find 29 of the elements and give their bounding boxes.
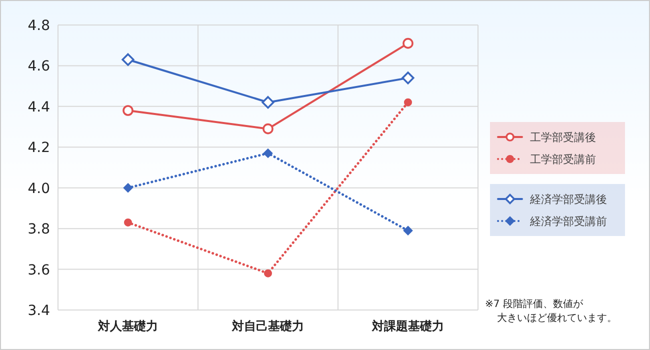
- point: [122, 53, 134, 66]
- point: [262, 96, 274, 109]
- point: [122, 105, 134, 116]
- x-tick-label: 対自己基礎力: [231, 319, 304, 333]
- y-tick-label: 3.8: [28, 222, 50, 238]
- x-tick-label: 対課題基礎力: [371, 319, 444, 333]
- y-tick-label: 4.8: [28, 18, 50, 34]
- point: [123, 183, 133, 193]
- point: [404, 98, 412, 106]
- point: [124, 218, 132, 226]
- y-tick-label: 4.6: [28, 58, 50, 75]
- point: [263, 148, 273, 158]
- y-tick-label: 4.2: [28, 140, 50, 156]
- text: ※7 段階評価、数値が: [485, 298, 584, 310]
- point: [403, 226, 413, 236]
- point: [264, 269, 272, 278]
- point: [402, 72, 414, 84]
- legend-label: 工学部受講前: [530, 153, 596, 166]
- point: [262, 123, 274, 134]
- y-tick-label: 3.6: [28, 262, 50, 278]
- text: 大きいほど優れています。: [497, 312, 617, 324]
- legend-label: 経済学部受講後: [529, 193, 607, 206]
- legend-label: 工学部受講後: [530, 131, 596, 144]
- y-tick-label: 3.4: [28, 303, 50, 319]
- y-tick-label: 4.0: [28, 180, 50, 197]
- x-tick-label: 対人基礎力: [97, 319, 158, 333]
- legend-label: 経済学部受講前: [529, 215, 607, 228]
- y-tick-label: 4.4: [28, 99, 50, 116]
- point: [402, 38, 414, 49]
